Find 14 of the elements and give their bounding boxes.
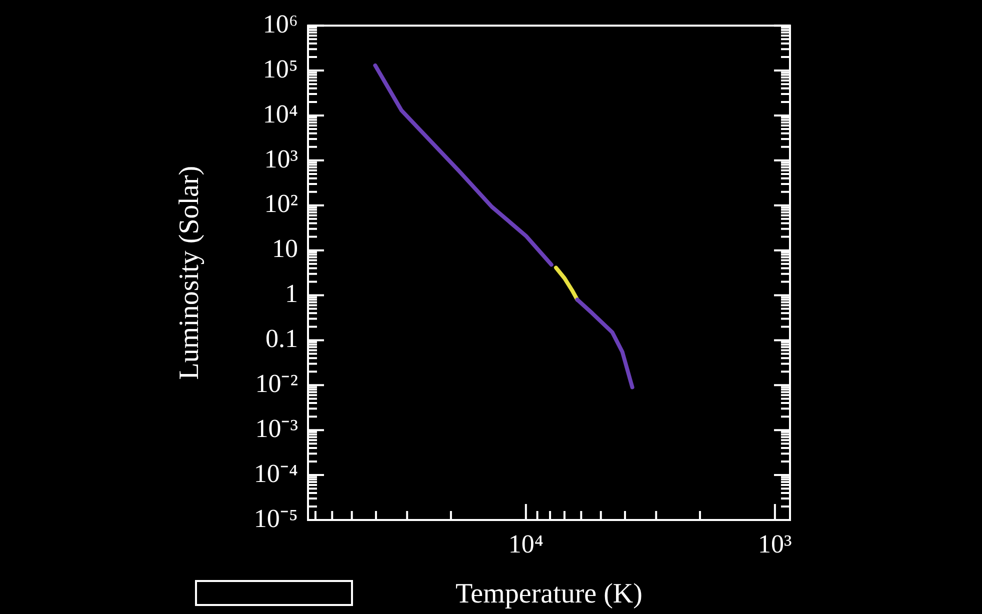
y-tick-label: 10⁵	[262, 54, 298, 84]
y-tick-label: 10²	[264, 189, 298, 218]
y-tick-label: 10⁻³	[255, 414, 298, 443]
y-tick-label: 10⁶	[262, 9, 298, 38]
y-tick-label: 10³	[264, 144, 298, 174]
y-tick-label: 10⁻⁵	[254, 504, 298, 533]
y-axis-title: Luminosity (Solar)	[174, 166, 206, 380]
y-tick-label: 10	[272, 234, 298, 264]
x-axis-title: Temperature (K)	[456, 578, 642, 610]
y-tick-label: 0.1	[266, 324, 298, 354]
y-tick-label: 10⁻⁴	[254, 458, 298, 488]
y-tick-label: 10⁴	[262, 99, 298, 128]
y-tick-label: 10⁻²	[255, 368, 298, 398]
y-tick-label: 1	[285, 279, 298, 308]
